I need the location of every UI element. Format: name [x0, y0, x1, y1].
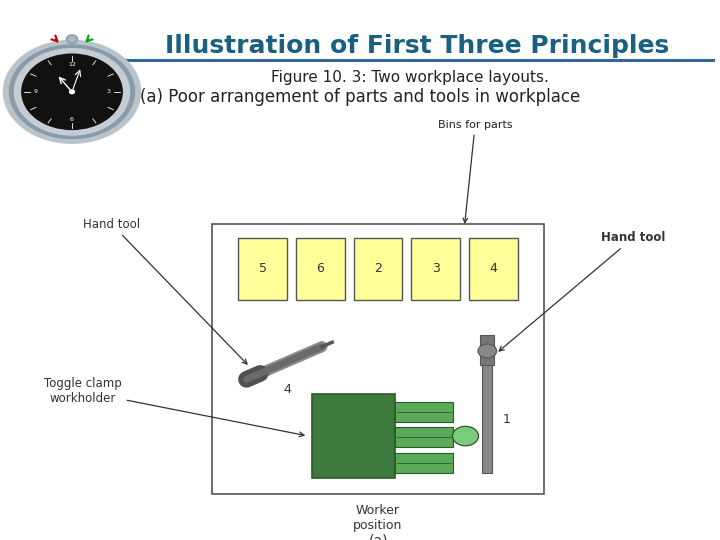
- Bar: [395, 453, 453, 473]
- Text: Toggle clamp
workholder: Toggle clamp workholder: [44, 377, 304, 437]
- Text: 5: 5: [258, 262, 267, 275]
- Text: 3: 3: [432, 262, 439, 275]
- Text: Worker
position: Worker position: [354, 504, 402, 532]
- Bar: [212, 224, 544, 494]
- Circle shape: [70, 90, 74, 93]
- Bar: [395, 427, 453, 448]
- Text: Hand tool: Hand tool: [499, 231, 666, 351]
- Text: 6: 6: [70, 117, 74, 122]
- Text: 9: 9: [33, 89, 37, 94]
- Circle shape: [22, 54, 122, 130]
- Text: (a): (a): [368, 533, 388, 540]
- Text: 1: 1: [503, 413, 511, 427]
- Circle shape: [453, 427, 479, 446]
- Text: 3: 3: [107, 89, 111, 94]
- Text: Bins for parts: Bins for parts: [438, 119, 513, 222]
- Text: Illustration of First Three Principles: Illustration of First Three Principles: [166, 34, 670, 58]
- Circle shape: [4, 40, 140, 143]
- Bar: [482, 354, 492, 472]
- Bar: [395, 402, 453, 422]
- Circle shape: [66, 35, 78, 43]
- Text: Figure 10. 3: Two workplace layouts.: Figure 10. 3: Two workplace layouts.: [271, 70, 549, 85]
- Text: Hand tool: Hand tool: [83, 218, 247, 364]
- Bar: [469, 238, 518, 300]
- Text: (a) Poor arrangement of parts and tools in workplace: (a) Poor arrangement of parts and tools …: [140, 88, 580, 106]
- Circle shape: [68, 36, 76, 42]
- Circle shape: [14, 49, 130, 135]
- Text: 2: 2: [374, 262, 382, 275]
- Circle shape: [478, 344, 497, 358]
- Bar: [480, 335, 495, 365]
- Bar: [411, 238, 460, 300]
- Bar: [238, 238, 287, 300]
- Bar: [354, 238, 402, 300]
- Text: 4: 4: [490, 262, 497, 275]
- Text: 4: 4: [284, 383, 292, 396]
- Circle shape: [9, 45, 135, 139]
- Text: 6: 6: [317, 262, 324, 275]
- Text: 12: 12: [68, 62, 76, 67]
- Bar: [296, 238, 345, 300]
- Bar: [312, 394, 395, 478]
